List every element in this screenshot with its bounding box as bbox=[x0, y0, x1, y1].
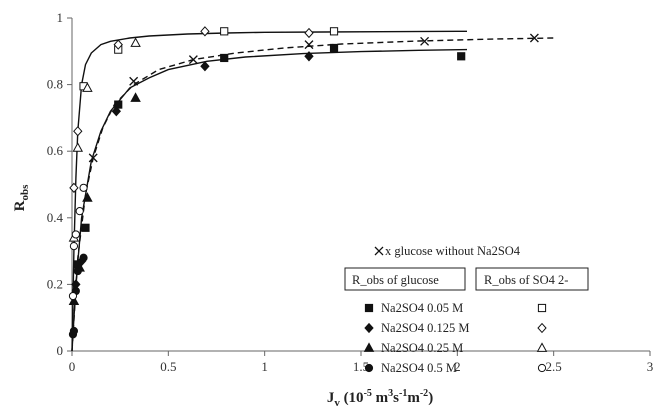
data-point bbox=[79, 183, 88, 192]
data-point bbox=[304, 40, 314, 50]
data-point bbox=[88, 153, 98, 163]
legend-row: Na2SO4 0.05 M bbox=[364, 301, 547, 315]
data-point bbox=[114, 100, 123, 109]
data-point bbox=[68, 291, 78, 301]
y-axis-title: Robs bbox=[12, 184, 31, 211]
x-tick-label: 2.5 bbox=[546, 359, 562, 374]
x-tick-label: 0.5 bbox=[160, 359, 176, 374]
legend-row: Na2SO4 0.25 M bbox=[363, 341, 548, 355]
y-tick-label: 1 bbox=[57, 10, 64, 25]
legend-glucose-box bbox=[344, 267, 466, 291]
fit-curve bbox=[71, 37, 554, 352]
legend-row: Na2SO4 0.125 M bbox=[364, 321, 547, 335]
data-point bbox=[329, 43, 339, 53]
y-tick-label: 0.8 bbox=[47, 77, 63, 92]
data-point bbox=[364, 303, 374, 313]
data-point bbox=[304, 27, 314, 39]
y-tick-label: 0 bbox=[57, 343, 64, 358]
data-point bbox=[81, 223, 90, 232]
data-point bbox=[364, 322, 374, 334]
data-point bbox=[200, 61, 210, 72]
x-tick-label: 2 bbox=[454, 359, 461, 374]
legend-label: Na2SO4 0.25 M bbox=[381, 341, 463, 355]
legend-label: Na2SO4 0.125 M bbox=[381, 321, 470, 335]
data-point bbox=[188, 55, 198, 65]
data-point bbox=[537, 303, 547, 313]
data-point bbox=[69, 326, 79, 336]
data-point bbox=[329, 27, 339, 36]
x-tick-label: 1 bbox=[261, 359, 268, 374]
x-tick-label: 3 bbox=[647, 359, 654, 374]
data-point bbox=[529, 33, 539, 43]
legend-label: Na2SO4 0.5 M bbox=[381, 361, 457, 375]
data-point bbox=[82, 82, 93, 92]
legend-rows: Na2SO4 0.05 M Na2SO4 0.125 M Na2SO4 0.25 M… bbox=[363, 301, 548, 375]
data-point bbox=[457, 52, 466, 61]
fit-curves bbox=[71, 30, 554, 352]
legend-label: Na2SO4 0.05 M bbox=[381, 301, 463, 315]
data-point bbox=[536, 342, 548, 352]
data-point bbox=[82, 192, 93, 202]
data-point bbox=[304, 51, 314, 62]
y-tick-label: 0.2 bbox=[47, 276, 63, 291]
data-point bbox=[71, 230, 80, 239]
data-point bbox=[79, 253, 88, 262]
data-point bbox=[130, 92, 141, 102]
data-point bbox=[537, 363, 547, 373]
legend-x-title: x glucose without Na2SO4 bbox=[385, 244, 521, 258]
data-point bbox=[537, 322, 547, 334]
data-point bbox=[72, 142, 84, 152]
data-point bbox=[364, 363, 374, 373]
data-point bbox=[111, 106, 121, 117]
data-points bbox=[68, 26, 539, 339]
legend-sulfate-header: R_obs of SO4 2- bbox=[484, 273, 568, 287]
data-point bbox=[68, 295, 80, 305]
data-point bbox=[69, 182, 79, 193]
data-point bbox=[220, 53, 229, 63]
data-point bbox=[130, 37, 141, 47]
data-point bbox=[200, 26, 210, 37]
y-tick-label: 0.4 bbox=[47, 210, 64, 225]
x-tick-label: 0 bbox=[69, 359, 76, 374]
data-point bbox=[220, 27, 229, 36]
data-point bbox=[69, 242, 79, 251]
data-point bbox=[374, 246, 384, 256]
data-point bbox=[129, 76, 139, 86]
x-axis-title: Jv (10-5 m3s-1m-2) bbox=[327, 388, 433, 409]
legend: x glucose without Na2SO4 R_obs of glucos… bbox=[344, 244, 589, 375]
data-point bbox=[73, 126, 83, 137]
data-point bbox=[363, 342, 375, 352]
legend-glucose-header: R_obs of glucose bbox=[352, 273, 439, 287]
axes: 0 0.5 1 1.5 2 2.5 3 0 0.2 0.4 0.6 0.8 1 bbox=[47, 10, 654, 374]
legend-sulfate-box bbox=[475, 267, 589, 291]
data-point bbox=[73, 266, 82, 276]
legend-row: Na2SO4 0.5 M bbox=[364, 361, 547, 375]
y-tick-label: 0.6 bbox=[47, 143, 64, 158]
data-point bbox=[75, 207, 84, 216]
x-tick-label: 1.5 bbox=[353, 359, 369, 374]
data-point bbox=[420, 36, 430, 46]
data-point bbox=[113, 39, 123, 50]
